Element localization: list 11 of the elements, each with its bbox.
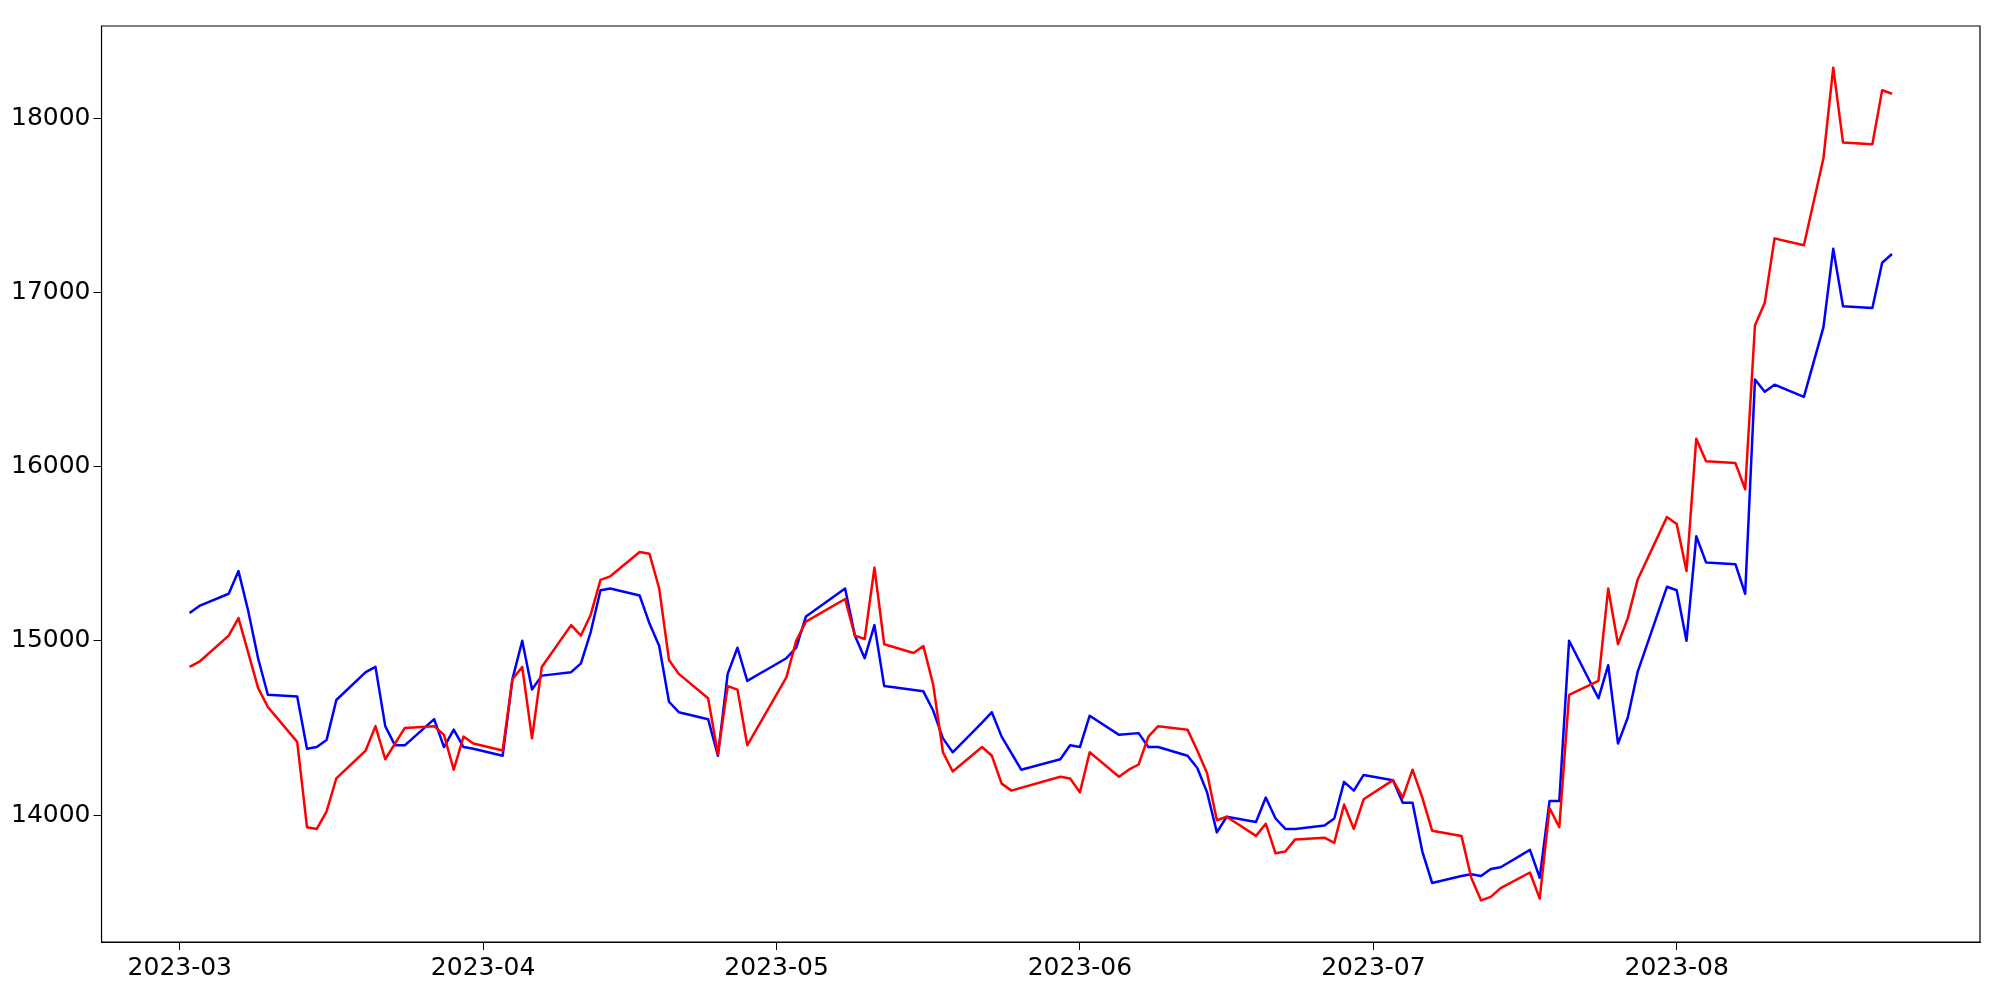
y-tick-label: 16000	[11, 450, 91, 480]
y-tick-label: 15000	[11, 624, 91, 654]
x-tick-label: 2023-05	[724, 951, 829, 981]
x-tick-label: 2023-08	[1624, 951, 1729, 981]
y-tick-label: 14000	[11, 798, 91, 828]
x-tick-label: 2023-06	[1027, 951, 1133, 981]
x-tick-label: 2023-03	[127, 951, 233, 981]
x-tick-label: 2023-07	[1321, 951, 1426, 981]
y-tick-label: 17000	[11, 275, 91, 305]
x-tick-label: 2023-04	[430, 951, 536, 981]
y-tick-label: 18000	[11, 101, 91, 131]
